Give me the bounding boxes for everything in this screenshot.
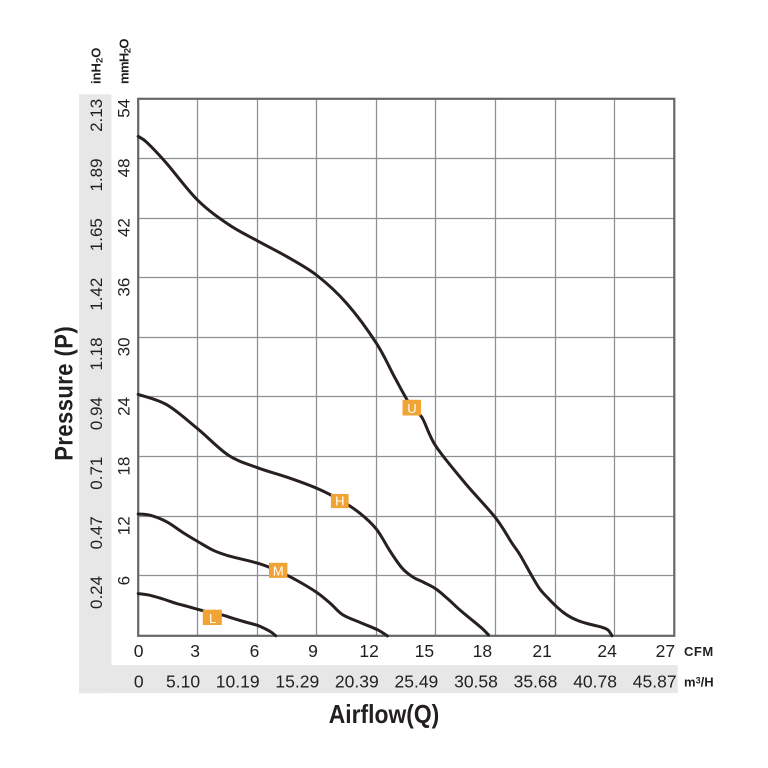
svg-text:45.87: 45.87 [633, 672, 677, 692]
svg-text:1.18: 1.18 [87, 337, 106, 370]
svg-text:Airflow(Q): Airflow(Q) [329, 701, 439, 730]
svg-text:H: H [335, 494, 344, 509]
svg-text:24: 24 [597, 641, 617, 661]
svg-text:27: 27 [656, 641, 675, 661]
svg-text:mmH2O: mmH2O [117, 39, 134, 84]
svg-text:0.24: 0.24 [87, 576, 106, 609]
svg-text:Pressure (P): Pressure (P) [50, 326, 78, 461]
svg-text:2.13: 2.13 [87, 99, 106, 132]
svg-text:12: 12 [115, 516, 134, 535]
svg-text:5.10: 5.10 [166, 672, 200, 692]
svg-text:20.39: 20.39 [335, 672, 379, 692]
svg-text:0: 0 [134, 672, 144, 692]
svg-text:L: L [209, 611, 216, 626]
svg-text:36: 36 [115, 278, 134, 297]
svg-text:1.65: 1.65 [87, 218, 106, 251]
svg-text:M: M [273, 563, 284, 578]
svg-text:CFM: CFM [684, 644, 714, 659]
svg-text:inH2O: inH2O [89, 48, 106, 84]
svg-text:U: U [407, 401, 416, 416]
svg-text:54: 54 [115, 99, 134, 118]
svg-text:30.58: 30.58 [454, 672, 498, 692]
svg-text:1.89: 1.89 [87, 158, 106, 191]
svg-text:25.49: 25.49 [395, 672, 439, 692]
svg-text:m3/H: m3/H [684, 675, 714, 690]
svg-text:42: 42 [115, 218, 134, 237]
svg-text:24: 24 [115, 397, 134, 416]
svg-text:6: 6 [115, 576, 134, 585]
svg-text:0: 0 [134, 641, 144, 661]
svg-text:6: 6 [250, 641, 260, 661]
svg-text:21: 21 [532, 641, 551, 661]
svg-text:48: 48 [115, 158, 134, 177]
svg-text:9: 9 [308, 641, 318, 661]
svg-text:18: 18 [473, 641, 492, 661]
svg-text:10.19: 10.19 [216, 672, 260, 692]
svg-text:18: 18 [115, 457, 134, 476]
svg-text:12: 12 [359, 641, 378, 661]
svg-text:0.71: 0.71 [87, 457, 106, 490]
svg-text:40.78: 40.78 [573, 672, 617, 692]
svg-text:30: 30 [115, 337, 134, 356]
svg-text:0.94: 0.94 [87, 397, 106, 430]
svg-text:35.68: 35.68 [514, 672, 558, 692]
svg-text:0.47: 0.47 [87, 516, 106, 549]
svg-text:15.29: 15.29 [275, 672, 319, 692]
svg-text:3: 3 [190, 641, 200, 661]
svg-text:1.42: 1.42 [87, 278, 106, 311]
svg-text:15: 15 [415, 641, 434, 661]
